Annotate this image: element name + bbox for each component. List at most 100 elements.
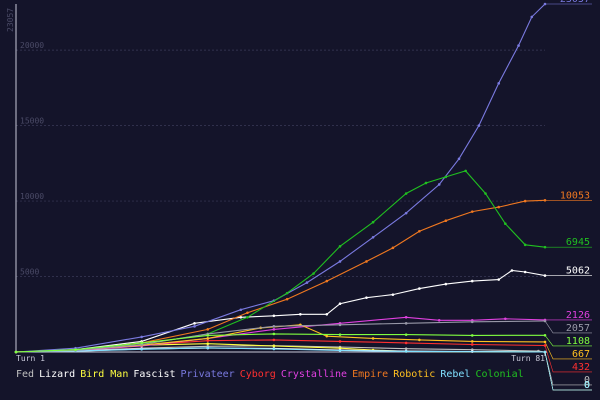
series-line: [16, 4, 545, 352]
data-point: [418, 339, 421, 342]
data-point: [392, 293, 395, 296]
data-point: [140, 348, 143, 351]
legend-entry: Fed: [16, 369, 34, 380]
end-value-label: 0: [584, 380, 590, 391]
data-point: [405, 212, 408, 215]
data-point: [140, 342, 143, 345]
data-point: [504, 222, 507, 225]
end-value-label: 23057: [560, 0, 590, 5]
data-point: [325, 335, 328, 338]
end-value-labels: 2305710053694550622126205711086674320000: [545, 0, 592, 391]
data-point: [339, 333, 342, 336]
data-point: [517, 44, 520, 47]
data-point: [524, 244, 527, 247]
data-point: [418, 287, 421, 290]
data-point: [246, 311, 249, 314]
data-point: [471, 334, 474, 337]
data-point: [206, 339, 209, 342]
legend-entry: Empire: [352, 369, 388, 380]
data-point: [206, 328, 209, 331]
legend-entry: Rebel: [440, 369, 470, 380]
data-point: [273, 339, 276, 342]
end-value-label: 5062: [566, 266, 590, 277]
end-value-label: 2126: [566, 310, 590, 321]
y-tick-label: 20000: [20, 41, 44, 50]
data-point: [325, 280, 328, 283]
legend-entry: Bird Man: [80, 369, 128, 380]
data-point: [339, 340, 342, 343]
data-point: [471, 210, 474, 213]
data-point: [365, 260, 368, 263]
data-point: [405, 333, 408, 336]
data-point: [339, 302, 342, 305]
data-point: [140, 336, 143, 339]
data-point: [193, 322, 196, 325]
data-point: [497, 278, 500, 281]
end-value-label: 432: [572, 362, 590, 373]
axes: [16, 4, 547, 356]
data-point: [273, 314, 276, 317]
legend-entry: Cyborg: [240, 369, 276, 380]
legend-entry: Colonial: [475, 369, 523, 380]
grid-lines: [16, 50, 545, 276]
data-point: [240, 308, 243, 311]
data-point: [458, 158, 461, 161]
data-point: [471, 321, 474, 324]
data-point: [193, 325, 196, 328]
data-point: [312, 272, 315, 275]
data-point: [524, 200, 527, 203]
x-tick-label-end: Turn 81: [511, 354, 545, 363]
data-point: [405, 342, 408, 345]
end-value-label: 10053: [560, 190, 590, 201]
data-point: [497, 206, 500, 209]
data-point: [425, 182, 428, 185]
end-value-label: 2057: [566, 323, 590, 334]
data-point: [273, 325, 276, 328]
data-point: [365, 296, 368, 299]
data-point: [286, 298, 289, 301]
data-point: [511, 269, 514, 272]
end-value-label: 6945: [566, 237, 590, 248]
data-point: [405, 350, 408, 353]
data-point: [392, 247, 395, 250]
data-point: [372, 236, 375, 239]
data-point: [286, 292, 289, 295]
data-point: [206, 337, 209, 340]
data-point: [74, 348, 77, 351]
data-point: [497, 82, 500, 85]
data-point: [273, 348, 276, 351]
data-point: [478, 124, 481, 127]
data-point: [405, 347, 408, 350]
y-max-label: 23057: [6, 8, 15, 32]
data-point: [504, 317, 507, 320]
data-point: [530, 16, 533, 19]
x-tick-label-start: Turn 1: [16, 354, 45, 363]
y-tick-label: 10000: [20, 192, 44, 201]
data-point: [438, 183, 441, 186]
legend: Fed Lizard Bird Man Fascist Privateer Cyborg C…: [16, 369, 529, 380]
end-value-label: 1108: [566, 336, 590, 347]
y-tick-label: 5000: [20, 268, 39, 277]
series-lines: [15, 3, 547, 354]
data-point: [405, 322, 408, 325]
data-point: [15, 351, 18, 354]
legend-entry: Fascist: [133, 369, 175, 380]
data-point: [405, 316, 408, 319]
data-point: [471, 280, 474, 283]
data-point: [325, 313, 328, 316]
legend-entry: Privateer: [181, 369, 235, 380]
data-point: [306, 281, 309, 284]
data-point: [471, 343, 474, 346]
data-point: [372, 221, 375, 224]
data-point: [464, 170, 467, 173]
data-point: [524, 271, 527, 274]
data-point: [206, 346, 209, 349]
data-point: [273, 333, 276, 336]
data-point: [438, 319, 441, 322]
legend-entry: Robotic: [393, 369, 435, 380]
data-point: [339, 349, 342, 352]
data-point: [418, 230, 421, 233]
legend-entry: Lizard: [39, 369, 75, 380]
data-point: [273, 345, 276, 348]
data-point: [339, 245, 342, 248]
